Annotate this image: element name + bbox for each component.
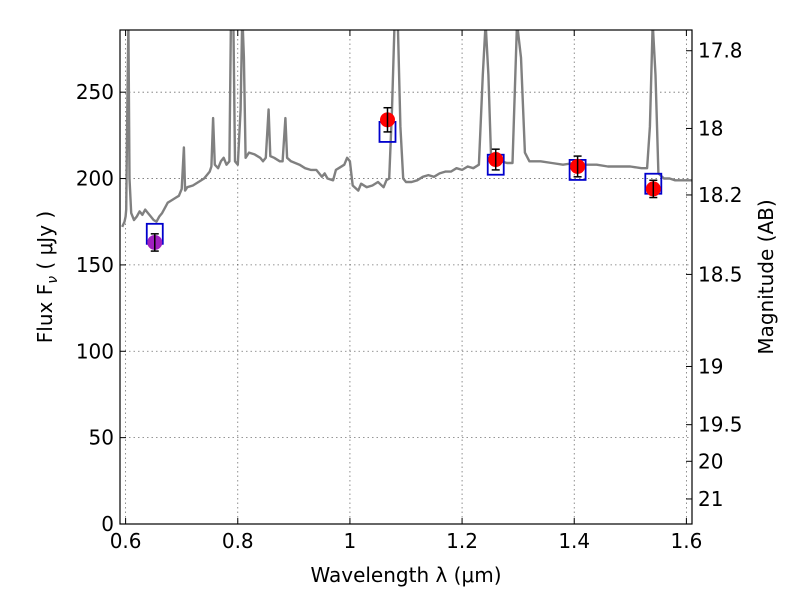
y-tick-label: 200 — [76, 167, 114, 191]
x-tick-label: 1.4 — [558, 529, 590, 553]
tick-layer: 0.6 0.8 1 1.2 1.4 1.6 0 50 100 150 200 250 17.8 18 18.… — [76, 30, 743, 553]
y-tick-label: 50 — [89, 426, 114, 450]
y2-tick-label: 20 — [698, 449, 723, 473]
y2-tick-label: 19 — [698, 354, 723, 378]
data-layer — [121, 30, 692, 252]
y-tick-label: 0 — [101, 512, 114, 536]
x-tick-label: 1.2 — [446, 529, 478, 553]
y2-tick-label: 18.5 — [698, 262, 743, 286]
y-axis-label-sub: ν — [45, 276, 61, 284]
x-axis-label: Wavelength λ (μm) — [310, 563, 501, 587]
y-tick-label: 150 — [76, 253, 114, 277]
y-axis-label: Flux Fν ( μJy ) — [33, 211, 61, 343]
y-axis-label-main: Flux F — [33, 284, 57, 343]
y2-axis-label: Magnitude (AB) — [754, 199, 778, 354]
x-tick-label: 0.8 — [222, 529, 254, 553]
y-tick-label: 100 — [76, 339, 114, 363]
x-tick-label: 1 — [344, 529, 357, 553]
y2-tick-label: 19.5 — [698, 413, 743, 437]
y2-tick-label: 18.2 — [698, 183, 743, 207]
y2-tick-label: 17.8 — [698, 39, 743, 63]
plot-frame — [119, 29, 693, 525]
y-tick-label: 250 — [76, 80, 114, 104]
x-tick-label: 0.6 — [110, 529, 142, 553]
spectrum-line — [121, 30, 692, 228]
y-axis-label-unit: ( μJy ) — [33, 211, 57, 276]
x-tick-label: 1.6 — [670, 529, 702, 553]
y2-tick-label: 18 — [698, 116, 723, 140]
grid-layer — [120, 30, 692, 525]
y2-tick-label: 21 — [698, 487, 723, 511]
